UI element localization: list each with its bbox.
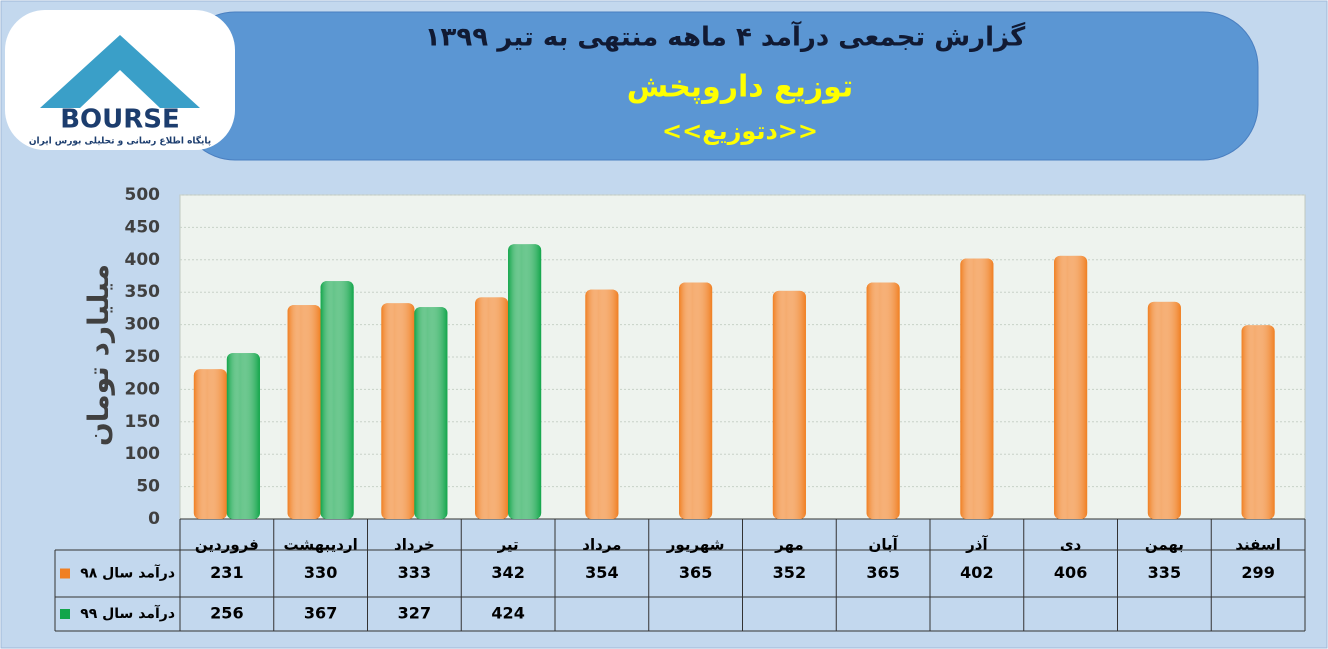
x-tick-label: شهریور: [666, 536, 725, 554]
bar: [193, 369, 227, 519]
bar: [414, 307, 448, 519]
logo-mark: [40, 35, 200, 108]
table-value: 424: [491, 604, 524, 623]
table-value: 333: [398, 563, 431, 582]
x-tick-label: اسفند: [1235, 536, 1280, 554]
x-tick-label: آذر: [965, 536, 988, 554]
x-tick-label: اردیبهشت: [283, 536, 357, 554]
bar: [287, 305, 321, 519]
table-value: 342: [491, 563, 524, 582]
bar: [772, 290, 806, 519]
x-tick-label: مهر: [774, 536, 804, 554]
table-value: 299: [1241, 563, 1274, 582]
bar: [679, 282, 713, 519]
y-tick-label: 450: [125, 217, 161, 237]
legend-label: درآمد سال ۹۹: [80, 604, 175, 622]
table-value: 406: [1054, 563, 1087, 582]
bar: [475, 297, 509, 519]
y-tick-label: 300: [125, 315, 161, 335]
y-tick-label: 150: [125, 412, 161, 432]
bar: [585, 289, 619, 519]
chart-symbol: <<دتوزیع>>: [662, 117, 818, 145]
table-value: 354: [585, 563, 618, 582]
x-tick-label: تیر: [497, 536, 519, 554]
bar: [1241, 325, 1275, 519]
logo-name: BOURSE: [60, 105, 180, 135]
y-tick-label: 0: [148, 509, 160, 529]
x-tick-label: خرداد: [394, 536, 435, 554]
bar: [1054, 255, 1088, 520]
y-tick-label: 500: [125, 185, 161, 205]
table-value: 231: [210, 563, 243, 582]
y-tick-label: 50: [136, 477, 160, 497]
table-value: 352: [773, 563, 806, 582]
table-value: 365: [679, 563, 712, 582]
bar: [866, 282, 900, 519]
x-tick-label: دی: [1060, 536, 1082, 554]
bar: [226, 353, 260, 519]
legend-swatch: [60, 609, 70, 619]
x-tick-label: آبان: [869, 536, 899, 554]
table-value: 330: [304, 563, 337, 582]
table-value: 327: [398, 604, 431, 623]
bar: [320, 281, 354, 519]
table-value: 367: [304, 604, 337, 623]
logo-tagline: پایگاه اطلاع رسانی و تحلیلی بورس ایران: [29, 135, 211, 147]
y-tick-label: 250: [125, 347, 161, 367]
x-tick-label: فروردین: [195, 536, 259, 554]
table-value: 402: [960, 563, 993, 582]
chart-title: گزارش تجمعی درآمد ۴ ماهه منتهی به تیر ۱۳…: [425, 21, 1026, 53]
logo-box: [5, 10, 235, 150]
y-tick-label: 100: [125, 444, 161, 464]
legend-swatch: [60, 568, 70, 579]
bar: [960, 258, 994, 519]
legend-label: درآمد سال ۹۸: [80, 564, 175, 582]
y-tick-label: 200: [125, 379, 161, 399]
bar: [381, 303, 415, 519]
table-value: 335: [1148, 563, 1181, 582]
y-tick-label: 350: [125, 282, 161, 302]
table-value: 365: [866, 563, 899, 582]
bar: [508, 244, 542, 520]
y-axis-label: میلیارد تومان: [82, 264, 115, 446]
chart-subtitle: توزیع داروپخش: [627, 70, 853, 105]
y-tick-label: 400: [125, 250, 161, 270]
x-tick-label: مرداد: [582, 536, 621, 554]
table-value: 256: [210, 604, 243, 623]
x-tick-label: بهمن: [1145, 536, 1184, 554]
bar: [1147, 301, 1181, 519]
